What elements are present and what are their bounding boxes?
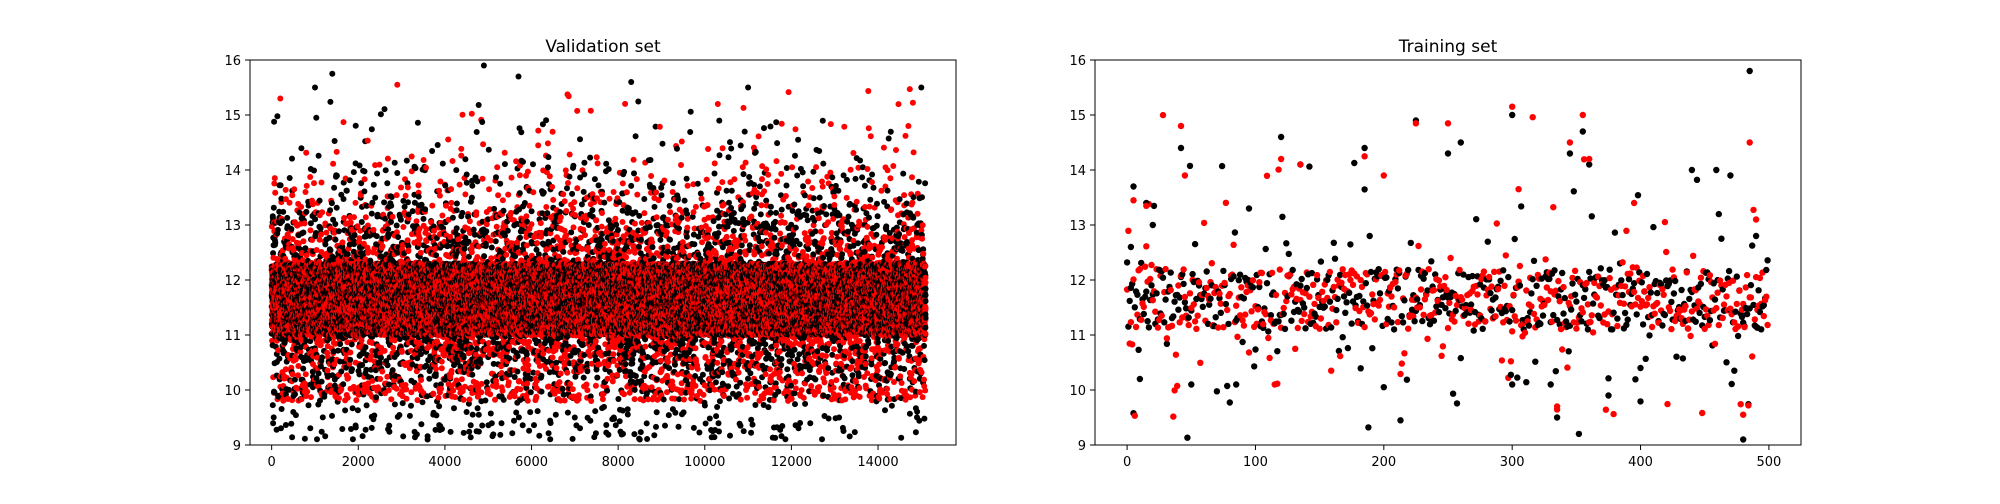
validation-point-black <box>300 230 306 236</box>
validation-point-red <box>303 371 309 377</box>
validation-point-black <box>283 422 289 428</box>
validation-point-black <box>288 226 294 232</box>
validation-point-black <box>276 356 282 362</box>
validation-point-black <box>284 215 290 221</box>
validation-point-red <box>287 200 293 206</box>
validation-point-red <box>303 150 309 156</box>
validation-point-black <box>271 119 277 125</box>
validation-point-black <box>279 406 285 412</box>
validation-point-black <box>287 175 293 181</box>
validation-point-black <box>289 434 295 440</box>
validation-point-red <box>271 181 277 187</box>
validation-chart: Validation set 0 2000 4000 6000 8000 10000 120… <box>224 37 956 470</box>
validation-point-red <box>291 186 297 192</box>
validation-point-black <box>302 245 308 251</box>
validation-point-red <box>302 220 308 226</box>
validation-point-red <box>283 366 289 372</box>
validation-point-red <box>272 190 278 196</box>
validation-point-black <box>279 218 285 224</box>
validation-point-black <box>289 156 295 162</box>
validation-plot-area: 0 2000 4000 6000 8000 10000 12000 1400091011121… <box>224 54 956 470</box>
validation-point-red <box>301 238 307 244</box>
validation-point-black <box>298 145 304 151</box>
validation-point-black <box>274 113 280 119</box>
validation-point-black <box>271 205 277 211</box>
validation-point-black <box>300 366 306 372</box>
validation-point-black <box>302 436 308 442</box>
validation-point-black <box>275 227 281 233</box>
validation-point-red <box>272 175 278 181</box>
validation-point-black <box>288 421 294 427</box>
validation-point-black <box>272 240 278 246</box>
validation-point-red <box>293 357 299 363</box>
validation-point-red <box>304 389 310 395</box>
validation-point-red <box>290 371 296 377</box>
validation-point-red <box>283 187 289 193</box>
validation-chart-title: Validation set <box>545 37 661 57</box>
validation-point-black <box>303 209 309 215</box>
validation-point-black <box>270 402 276 408</box>
validation-point-black <box>278 425 284 431</box>
validation-point-black <box>271 414 277 420</box>
validation-point-black <box>292 391 298 397</box>
validation-point-black <box>278 182 284 188</box>
validation-point-red <box>304 183 310 189</box>
validation-point-red <box>289 192 295 198</box>
validation-point-red <box>298 204 304 210</box>
validation-point-red <box>303 189 309 195</box>
validation-point-black <box>270 420 276 426</box>
validation-point-black <box>306 402 312 408</box>
validation-point-black <box>280 209 286 215</box>
